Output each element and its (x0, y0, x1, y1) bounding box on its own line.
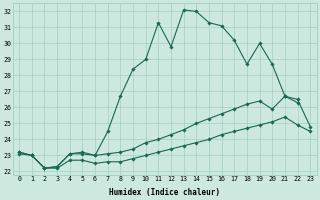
X-axis label: Humidex (Indice chaleur): Humidex (Indice chaleur) (109, 188, 220, 197)
